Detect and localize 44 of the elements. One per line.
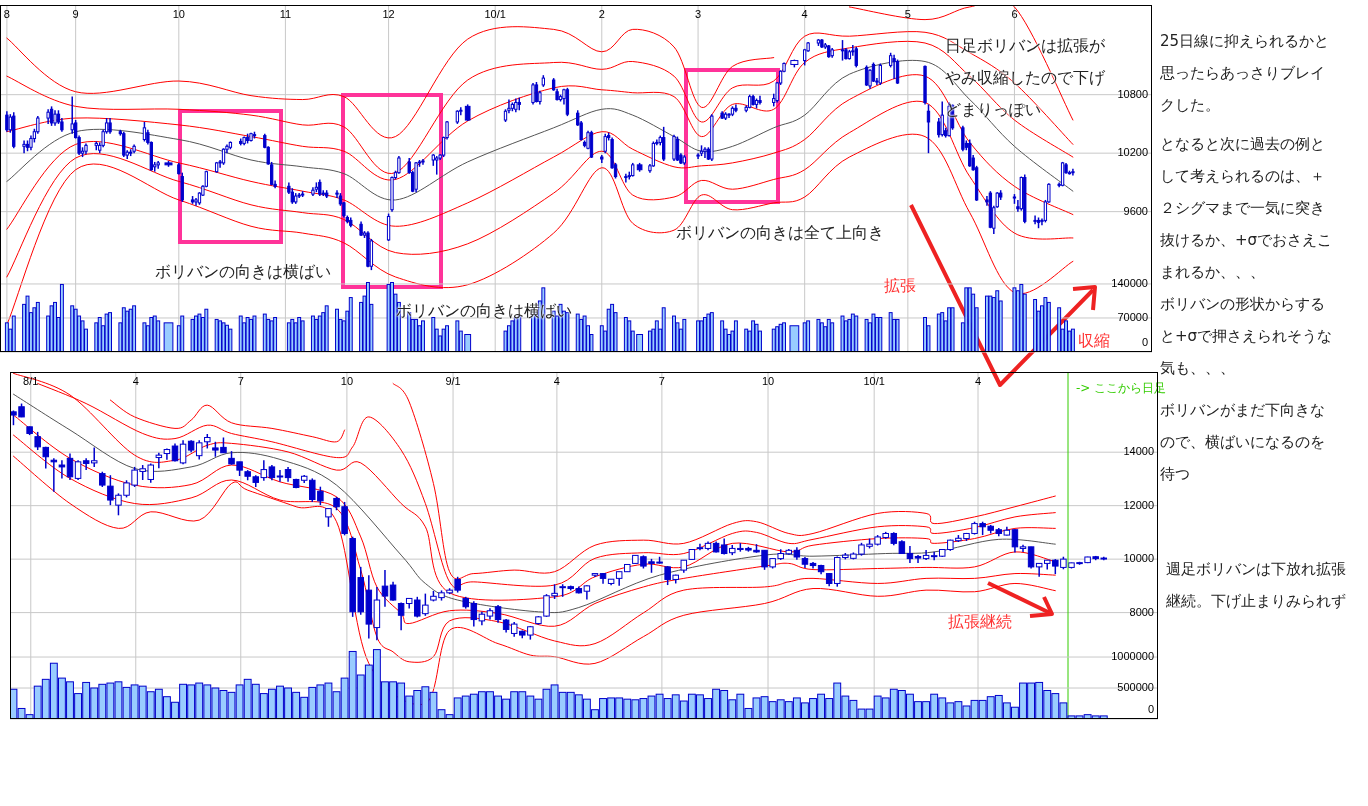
x-tick-label: 4 xyxy=(132,374,139,387)
x-tick-label: 4 xyxy=(801,7,808,20)
y-tick-label: 10000 xyxy=(1123,552,1154,565)
x-tick-label: 4 xyxy=(974,374,982,387)
annotation: ボリバンの向きは全て上向き xyxy=(676,222,885,244)
y-tick-label: 0 xyxy=(1141,335,1148,348)
y-tick-label: 10200 xyxy=(1117,146,1148,159)
x-tick-label: 10/1 xyxy=(484,7,506,20)
y-tick-label: 9600 xyxy=(1123,204,1148,217)
annotation: 拡張 xyxy=(884,275,917,297)
x-tick-label: 9 xyxy=(72,7,79,20)
annotation: ボリバンの向きは横ばい xyxy=(155,261,332,283)
y-tick-label: 14000 xyxy=(1123,445,1154,458)
x-tick-label: 12 xyxy=(382,7,395,20)
y-tick-label: 70000 xyxy=(1117,310,1148,323)
y-tick-label: 500000 xyxy=(1117,680,1154,693)
x-tick-label: 7 xyxy=(658,374,665,387)
x-tick-label: 6 xyxy=(1011,7,1018,20)
x-tick-label: 10 xyxy=(172,7,185,20)
x-tick-label: 8 xyxy=(3,7,10,20)
x-tick-label: 9/1 xyxy=(445,374,461,387)
x-tick-label: 7 xyxy=(237,374,244,387)
y-tick-label: 10800 xyxy=(1117,87,1148,100)
text: 25日線に抑えられるかと思ったらあっさりブレイクした。 xyxy=(1160,31,1331,116)
annotation: 収縮 xyxy=(1078,330,1111,352)
x-tick-label: 11 xyxy=(279,7,292,20)
y-tick-label: 12000 xyxy=(1123,498,1154,511)
x-tick-label: 4 xyxy=(553,374,560,387)
x-tick-label: 5 xyxy=(904,7,911,20)
text: ボリバンの形状からすると+σで押さえられそうな気も、、、 xyxy=(1160,295,1333,377)
x-tick-label: 10/1 xyxy=(863,374,885,387)
y-tick-label: 140000 xyxy=(1111,276,1148,289)
text: 週足ボリバンは下放れ拡張継続。下げ止まりみられず xyxy=(1166,559,1346,612)
x-tick-label: 10 xyxy=(340,374,354,387)
annotation: 拡張継続 xyxy=(948,611,1013,633)
text: となると次に過去の例として考えられるのは、＋２シグマまで一気に突き抜けるか、+σでおさえこまれるか、、、 xyxy=(1160,134,1334,283)
y-tick-label: 8000 xyxy=(1129,605,1154,618)
x-tick-label: 3 xyxy=(695,7,702,20)
x-tick-label: 8/1 xyxy=(23,374,39,387)
x-tick-label: 2 xyxy=(598,7,605,20)
x-tick-label: 10 xyxy=(761,374,775,387)
text: ボリバンがまだ下向きなので、横ばいになるのを待つ xyxy=(1160,400,1326,485)
y-tick-label: 0 xyxy=(1147,702,1154,715)
y-tick-label: 1000000 xyxy=(1111,649,1154,662)
